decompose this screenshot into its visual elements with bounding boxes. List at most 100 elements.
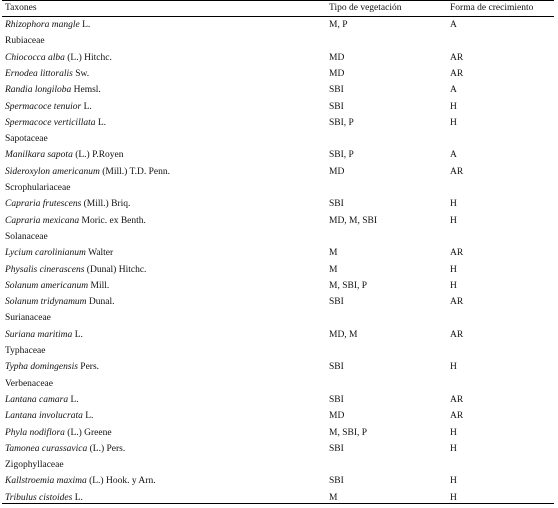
header-forma-crecimiento: Forma de crecimiento <box>450 3 534 13</box>
table-row: Tamonea curassavica (L.) Pers. SBI H <box>2 441 554 457</box>
table-top-rule <box>2 0 554 1</box>
taxon-author: (Mill.) T.D. Penn. <box>99 166 170 177</box>
vegetation-type-cell: SBI <box>329 476 344 487</box>
taxon-author: (L.) Pers. <box>87 443 126 454</box>
family-name: Surianaceae <box>5 313 51 324</box>
taxon-name: Lantana camara <box>5 394 69 405</box>
taxon-cell: Tribulus cistoides L. <box>5 490 83 506</box>
growth-form-cell: H <box>450 362 457 373</box>
taxon-author: L. <box>95 117 107 128</box>
family-name: Typhaceae <box>5 346 46 356</box>
family-row: Zigophyllaceae <box>2 457 554 473</box>
table-row: Lantana camara L. SBI AR <box>2 392 554 408</box>
vegetation-type-cell: SBI <box>329 85 344 96</box>
growth-form-cell: H <box>450 280 457 291</box>
taxon-author: L. <box>82 411 94 422</box>
taxon-name: Manilkara sapota <box>5 150 73 161</box>
family-name: Verbenaceae <box>5 378 53 389</box>
taxon-cell: Spermacoce tenuior L. <box>5 99 92 115</box>
taxon-cell: Suriana maritima L. <box>5 327 83 343</box>
growth-form-cell: A <box>450 85 457 96</box>
growth-form-cell: AR <box>450 394 464 405</box>
vegetation-type-cell: SBI <box>329 394 344 405</box>
vegetation-type-cell: M <box>329 492 338 503</box>
growth-form-cell: A <box>450 150 457 161</box>
taxon-name: Phyla nodiflora <box>5 427 65 438</box>
taxon-name: Capraria mexicana <box>5 215 80 226</box>
taxon-name: Ernodea littoralis <box>5 68 73 79</box>
taxon-name: Solanum americanum <box>5 280 89 291</box>
taxon-cell: Typha domingensis Pers. <box>5 359 99 375</box>
taxon-name: Spermacoce verticillata <box>5 117 96 128</box>
taxon-name: Solanum tridynamum <box>5 297 87 308</box>
growth-form-cell: H <box>450 101 457 112</box>
table-row: Manilkara sapota (L.) P.Royen SBI, P A <box>2 147 554 163</box>
taxon-cell: Solanum tridynamum Dunal. <box>5 294 115 310</box>
vegetation-type-cell: M, SBI, P <box>329 280 368 291</box>
family-row: Verbenaceae <box>2 376 554 392</box>
taxon-cell: Manilkara sapota (L.) P.Royen <box>5 147 124 163</box>
table-row: Ernodea littoralis Sw. MD AR <box>2 66 554 82</box>
taxon-author: (L.) Hook. y Arn. <box>86 476 156 487</box>
vegetation-type-cell: MD <box>329 68 345 79</box>
growth-form-cell: A <box>450 20 457 30</box>
taxon-cell: Lycium carolinianum Walter <box>5 245 113 261</box>
family-name: Rubiaceae <box>5 36 45 47</box>
taxon-cell: Physalis cinerascens (Dunal) Hitchc. <box>5 262 146 278</box>
table-row: Kallstroemia maxima (L.) Hook. y Arn. SBI… <box>2 473 554 489</box>
table-header-row: Taxones Tipo de vegetación Forma de crec… <box>2 0 554 16</box>
growth-form-cell: AR <box>450 411 464 422</box>
taxon-author: (Dunal) Hitchc. <box>84 264 147 275</box>
taxon-author: L. <box>79 20 91 30</box>
taxon-author: L. <box>72 329 83 340</box>
taxon-name: Kallstroemia maxima <box>5 476 87 487</box>
table-row: Physalis cinerascens (Dunal) Hitchc. M H <box>2 262 554 278</box>
family-name: Solanaceae <box>5 231 48 242</box>
taxon-cell: Chiococca alba (L.) Hitchc. <box>5 50 112 66</box>
taxon-cell: Randia longiloba Hemsl. <box>5 82 101 98</box>
taxon-author: Mill. <box>88 280 110 291</box>
growth-form-cell: H <box>450 199 457 210</box>
taxon-name: Chiococca alba <box>5 52 65 63</box>
growth-form-cell: H <box>450 117 457 128</box>
table-row: Sideroxylon americanum (Mill.) T.D. Penn… <box>2 164 554 180</box>
taxon-name: Rhizophora mangle <box>5 20 80 30</box>
taxon-author: (L.) Greene <box>64 427 112 438</box>
taxon-name: Randia longiloba <box>5 85 72 96</box>
vegetation-type-cell: MD <box>329 411 345 422</box>
family-row: Surianaceae <box>2 310 554 326</box>
growth-form-cell: AR <box>450 52 464 63</box>
taxon-author: (Mill.) Briq. <box>81 199 131 210</box>
taxon-name: Physalis cinerascens <box>5 264 85 275</box>
taxon-author: Walter <box>85 248 114 259</box>
table-row: Solanum americanum Mill. M, SBI, P H <box>2 278 554 294</box>
vegetation-type-cell: M <box>329 248 338 259</box>
table-row: Rhizophora mangle L. M, P A <box>2 17 554 33</box>
taxon-name: Capraria frutescens <box>5 199 82 210</box>
vegetation-type-cell: M, SBI, P <box>329 427 368 438</box>
taxon-author: Sw. <box>72 68 90 79</box>
taxon-cell: Spermacoce verticillata L. <box>5 115 106 131</box>
taxon-author: (L.) Hitchc. <box>64 52 112 63</box>
vegetation-type-cell: SBI, P <box>329 150 354 161</box>
family-name: Sapotaceae <box>5 134 48 145</box>
table-row: Capraria mexicana Moric. ex Benth. MD, M,… <box>2 213 554 229</box>
taxon-cell: Solanum americanum Mill. <box>5 278 109 294</box>
taxon-name: Tribulus cistoides <box>5 492 73 503</box>
vegetation-type-cell: MD <box>329 166 345 177</box>
taxon-name: Suriana maritima <box>5 329 73 340</box>
vegetation-type-cell: SBI <box>329 101 344 112</box>
taxon-cell: Sideroxylon americanum (Mill.) T.D. Penn… <box>5 164 170 180</box>
growth-form-cell: H <box>450 264 457 275</box>
growth-form-cell: H <box>450 492 457 503</box>
taxon-cell: Phyla nodiflora (L.) Greene <box>5 425 112 441</box>
header-taxones: Taxones <box>5 3 37 13</box>
table-row: Spermacoce verticillata L. SBI, P H <box>2 115 554 131</box>
taxon-cell: Kallstroemia maxima (L.) Hook. y Arn. <box>5 473 156 489</box>
table-row: Capraria frutescens (Mill.) Briq. SBI H <box>2 196 554 212</box>
table-row: Solanum tridynamum Dunal. SBI AR <box>2 294 554 310</box>
family-name: Scrophulariaceae <box>5 183 71 193</box>
taxon-author: (L.) P.Royen <box>72 150 124 161</box>
taxon-author: L. <box>72 492 83 503</box>
taxon-cell: Capraria frutescens (Mill.) Briq. <box>5 196 130 212</box>
